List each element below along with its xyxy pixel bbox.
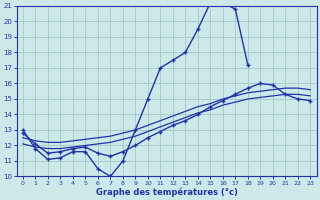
X-axis label: Graphe des températures (°c): Graphe des températures (°c) — [96, 187, 237, 197]
